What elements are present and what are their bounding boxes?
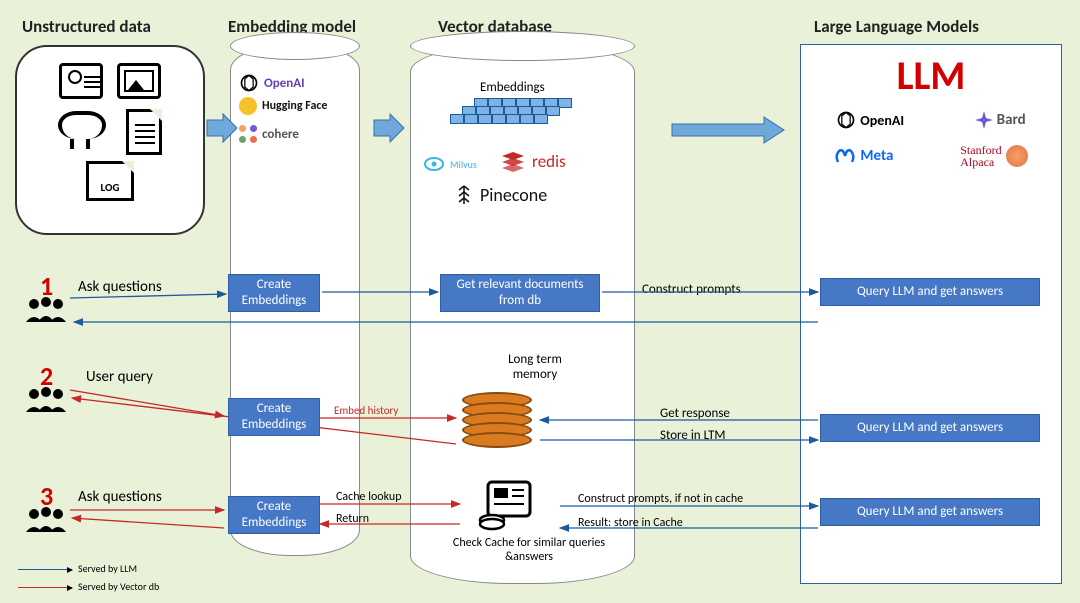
logo-meta: Meta xyxy=(834,144,893,168)
flow-1-label: Ask questions xyxy=(78,278,162,296)
embeddings-matrix-icon xyxy=(462,98,572,124)
log-file-icon: LOG xyxy=(86,161,134,201)
users-icon-1 xyxy=(24,296,68,329)
logo-openai-llm: OpenAI xyxy=(836,110,904,130)
alpaca-icon xyxy=(1006,145,1028,167)
logo-milvus-label: Milvus xyxy=(450,158,477,171)
legend-llm: Served by LLM xyxy=(18,562,137,575)
logo-bard-label: Bard xyxy=(997,111,1026,129)
logo-milvus: Milvus xyxy=(422,155,477,173)
logo-openai-label: OpenAI xyxy=(264,76,305,91)
logo-redis-label: redis xyxy=(532,151,566,172)
users-icon-3 xyxy=(24,506,68,539)
flow-3-cache-lookup: Cache lookup xyxy=(336,490,402,504)
big-arrow-2 xyxy=(370,110,406,146)
logo-cohere-label: cohere xyxy=(262,127,299,142)
logo-alpaca: StanfordAlpaca xyxy=(960,144,1027,168)
cache-icon xyxy=(478,480,538,537)
logo-huggingface: Hugging Face xyxy=(239,97,351,115)
logo-pinecone: Pinecone xyxy=(454,184,547,206)
long-term-memory-db-icon xyxy=(462,392,532,448)
flow-2-llm: Query LLM and get answers xyxy=(820,414,1040,442)
flow-2-create: Create Embeddings xyxy=(228,398,320,436)
flow-3-label: Ask questions xyxy=(78,488,162,506)
llm-title: LLM xyxy=(801,51,1061,100)
flow-1-create: Create Embeddings xyxy=(228,274,320,312)
flow-2-store-ltm: Store in LTM xyxy=(660,428,726,443)
hf-icon xyxy=(239,97,257,115)
flow-2-label: User query xyxy=(86,368,153,386)
cache-label: Check Cache for similar queries &answers xyxy=(444,536,614,565)
flow-3-result: Result: store in Cache xyxy=(578,516,683,530)
embeddings-label: Embeddings xyxy=(480,80,545,95)
person-card-icon xyxy=(59,63,103,99)
flow-1-construct: Construct prompts xyxy=(642,282,741,297)
legend-vec: Served by Vector db xyxy=(18,580,159,593)
document-icon xyxy=(126,109,162,155)
logo-alpaca-label: StanfordAlpaca xyxy=(960,144,1001,168)
cohere-icon xyxy=(239,125,257,143)
flow-3-create: Create Embeddings xyxy=(228,496,320,534)
flow-3-construct: Construct prompts, if not in cache xyxy=(578,492,743,506)
photo-icon xyxy=(117,63,161,99)
big-arrow-1 xyxy=(203,110,239,146)
users-icon-2 xyxy=(24,386,68,419)
logo-cohere: cohere xyxy=(239,125,351,143)
logo-redis: redis xyxy=(500,150,566,172)
flow-3-llm: Query LLM and get answers xyxy=(820,498,1040,526)
flow-1-llm: Query LLM and get answers xyxy=(820,278,1040,306)
flow-3-return: Return xyxy=(336,512,369,526)
unstructured-panel: LOG xyxy=(15,45,205,235)
logo-openai-llm-label: OpenAI xyxy=(860,112,904,129)
flow-2-embed-history: Embed history xyxy=(334,404,398,417)
logo-meta-label: Meta xyxy=(860,147,893,165)
logo-bard: Bard xyxy=(975,110,1026,130)
col-title-llm: Large Language Models xyxy=(814,16,979,37)
legend-vec-label: Served by Vector db xyxy=(78,580,159,593)
col-title-unstructured: Unstructured data xyxy=(22,16,151,37)
long-term-memory-label: Long term memory xyxy=(490,352,580,382)
logo-openai: OpenAI xyxy=(239,73,351,93)
logo-hf-label: Hugging Face xyxy=(262,99,327,113)
big-arrow-3 xyxy=(668,112,788,148)
legend-llm-label: Served by LLM xyxy=(78,562,137,575)
flow-1-vec: Get relevant documents from db xyxy=(440,274,600,312)
flow-2-get-response: Get response xyxy=(660,406,730,421)
headphones-icon xyxy=(58,109,104,151)
logo-pinecone-label: Pinecone xyxy=(480,184,547,206)
